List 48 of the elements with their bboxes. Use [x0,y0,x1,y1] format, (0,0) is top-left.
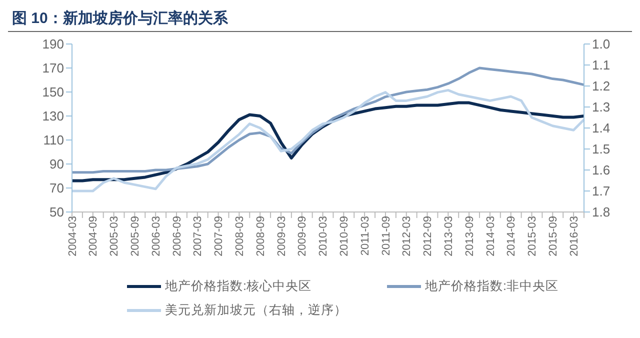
x-tick-label: 2010-03 [318,216,330,256]
y2-tick-label: 1.0 [592,36,610,52]
x-tick-label: 2004-03 [66,216,79,256]
x-tick-label: 2007-09 [213,216,226,256]
x-tick-label: 2011-03 [359,216,372,256]
y-tick-label: 150 [42,84,64,100]
y-tick-label: 90 [50,156,64,172]
y2-tick-label: 1.2 [592,78,610,94]
line-series [70,88,586,192]
y2-tick-label: 1.8 [592,204,610,220]
y-tick-label: 170 [42,60,64,76]
x-tick-label: 2012-03 [401,216,414,256]
x-tick-label: 2009-09 [296,216,309,256]
x-tick-label: 2015-09 [547,216,560,256]
legend-label: 美元兑新加坡元（右轴，逆序） [165,302,347,318]
y-tick-label: 110 [43,132,64,148]
y-tick-label: 70 [50,180,64,196]
y2-tick-label: 1.1 [592,58,610,73]
x-tick-label: 2012-09 [422,216,434,256]
x-tick-label: 2011-09 [380,216,392,256]
x-tick-label: 2006-09 [171,216,184,256]
x-tick-label: 2004-09 [88,216,100,256]
x-tick-label: 2007-03 [192,216,204,256]
x-tick-label: 2014-09 [506,216,518,256]
y2-tick-label: 1.7 [592,184,610,199]
y2-tick-label: 1.4 [592,120,610,136]
x-tick-label: 2005-03 [108,216,121,256]
y-tick-label: 130 [42,108,64,124]
x-tick-label: 2014-03 [484,216,497,256]
legend-label: 地产价格指数:非中央区 [425,278,558,294]
x-tick-label: 2015-03 [526,216,539,256]
y2-tick-label: 1.6 [592,162,610,178]
chart-title: 图 10：新加坡房价与汇率的关系 [8,8,632,32]
y-tick-label: 50 [50,204,64,220]
legend-label: 地产价格指数:核心中央区 [165,278,312,294]
line-series [70,66,586,174]
x-tick-label: 2016-03 [568,216,580,256]
x-tick-label: 2006-03 [150,216,162,256]
x-tick-label: 2010-09 [338,216,350,256]
x-tick-label: 2013-03 [442,216,455,256]
y2-tick-label: 1.3 [592,100,610,115]
y-tick-label: 190 [42,36,64,52]
x-tick-label: 2008-03 [234,216,246,256]
x-tick-label: 2005-09 [130,216,142,256]
x-tick-label: 2009-03 [276,216,288,256]
y2-tick-label: 1.5 [592,142,610,157]
x-tick-label: 2008-09 [254,216,267,256]
x-tick-label: 2013-09 [464,216,476,256]
